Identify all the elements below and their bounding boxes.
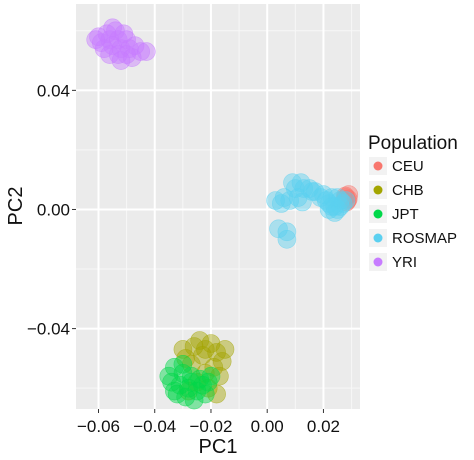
point-yri (114, 24, 134, 44)
plot-area (76, 4, 360, 410)
y-tick-label: −0.04 (27, 320, 70, 339)
y-axis-title: PC2 (5, 187, 27, 226)
data-points (86, 18, 359, 410)
legend-label: YRI (392, 254, 417, 271)
legend-item-jpt: JPT (369, 205, 419, 223)
legend-swatch (373, 233, 383, 243)
point-chb (193, 346, 212, 365)
point-jpt (159, 366, 179, 386)
x-tick-label: −0.04 (133, 417, 176, 436)
legend-swatch (373, 185, 383, 195)
point-jpt (165, 381, 184, 401)
legend-title: Population (368, 133, 458, 154)
point-chb (196, 340, 215, 359)
legend-label: CHB (392, 182, 424, 199)
x-tick-label: −0.02 (189, 417, 232, 436)
axes: −0.06 −0.04 −0.02 0.00 0.02 −0.04 0.00 0.04 PC… (5, 81, 340, 458)
x-tick-label: −0.06 (77, 417, 120, 436)
legend: Population CEU CHB JPT ROSMAP YRI (368, 133, 458, 271)
x-axis-title: PC1 (199, 436, 238, 458)
legend-label: JPT (392, 206, 419, 223)
legend-item-rosmap: ROSMAP (369, 229, 457, 247)
grid-lines (76, 4, 360, 409)
plot-panel (76, 4, 360, 409)
x-axis-ticks: −0.06 −0.04 −0.02 0.00 0.02 (77, 409, 340, 436)
legend-swatch (373, 257, 383, 267)
point-rosmap (293, 192, 312, 212)
point-chb (210, 366, 229, 386)
point-rosmap (277, 230, 297, 249)
point-chb (190, 331, 209, 350)
point-rosmap (305, 182, 325, 201)
point-rosmap (328, 188, 347, 207)
legend-label: ROSMAP (392, 230, 457, 247)
point-yri (111, 51, 131, 70)
point-chb (173, 340, 193, 359)
point-rosmap (266, 191, 285, 210)
legend-item-ceu: CEU (369, 157, 424, 175)
point-yri (108, 45, 128, 64)
point-yri (122, 48, 142, 67)
y-tick-label: 0.00 (37, 200, 70, 219)
point-rosmap (330, 197, 350, 216)
point-chb (196, 363, 215, 383)
legend-items: CEU CHB JPT ROSMAP YRI (369, 157, 457, 271)
y-axis-ticks: −0.04 0.00 0.04 (27, 81, 76, 339)
point-rosmap (325, 203, 345, 222)
point-yri (117, 45, 136, 64)
point-rosmap (271, 194, 291, 213)
x-tick-label: 0.00 (251, 417, 284, 436)
legend-item-yri: YRI (369, 253, 417, 271)
point-jpt (182, 372, 201, 392)
x-tick-label: 0.02 (307, 417, 340, 436)
legend-label: CEU (392, 158, 424, 175)
legend-item-chb: CHB (369, 181, 424, 199)
legend-swatch (373, 209, 383, 219)
point-yri (100, 45, 119, 64)
point-jpt (173, 354, 193, 374)
point-chb (215, 340, 235, 359)
point-yri (86, 30, 105, 50)
point-jpt (184, 390, 204, 410)
point-jpt (196, 384, 215, 404)
y-tick-label: 0.04 (37, 81, 70, 100)
point-rosmap (277, 222, 297, 242)
point-yri (103, 18, 122, 38)
point-rosmap (294, 179, 314, 198)
point-yri (137, 42, 156, 61)
point-jpt (201, 366, 221, 386)
legend-swatch (373, 161, 383, 171)
